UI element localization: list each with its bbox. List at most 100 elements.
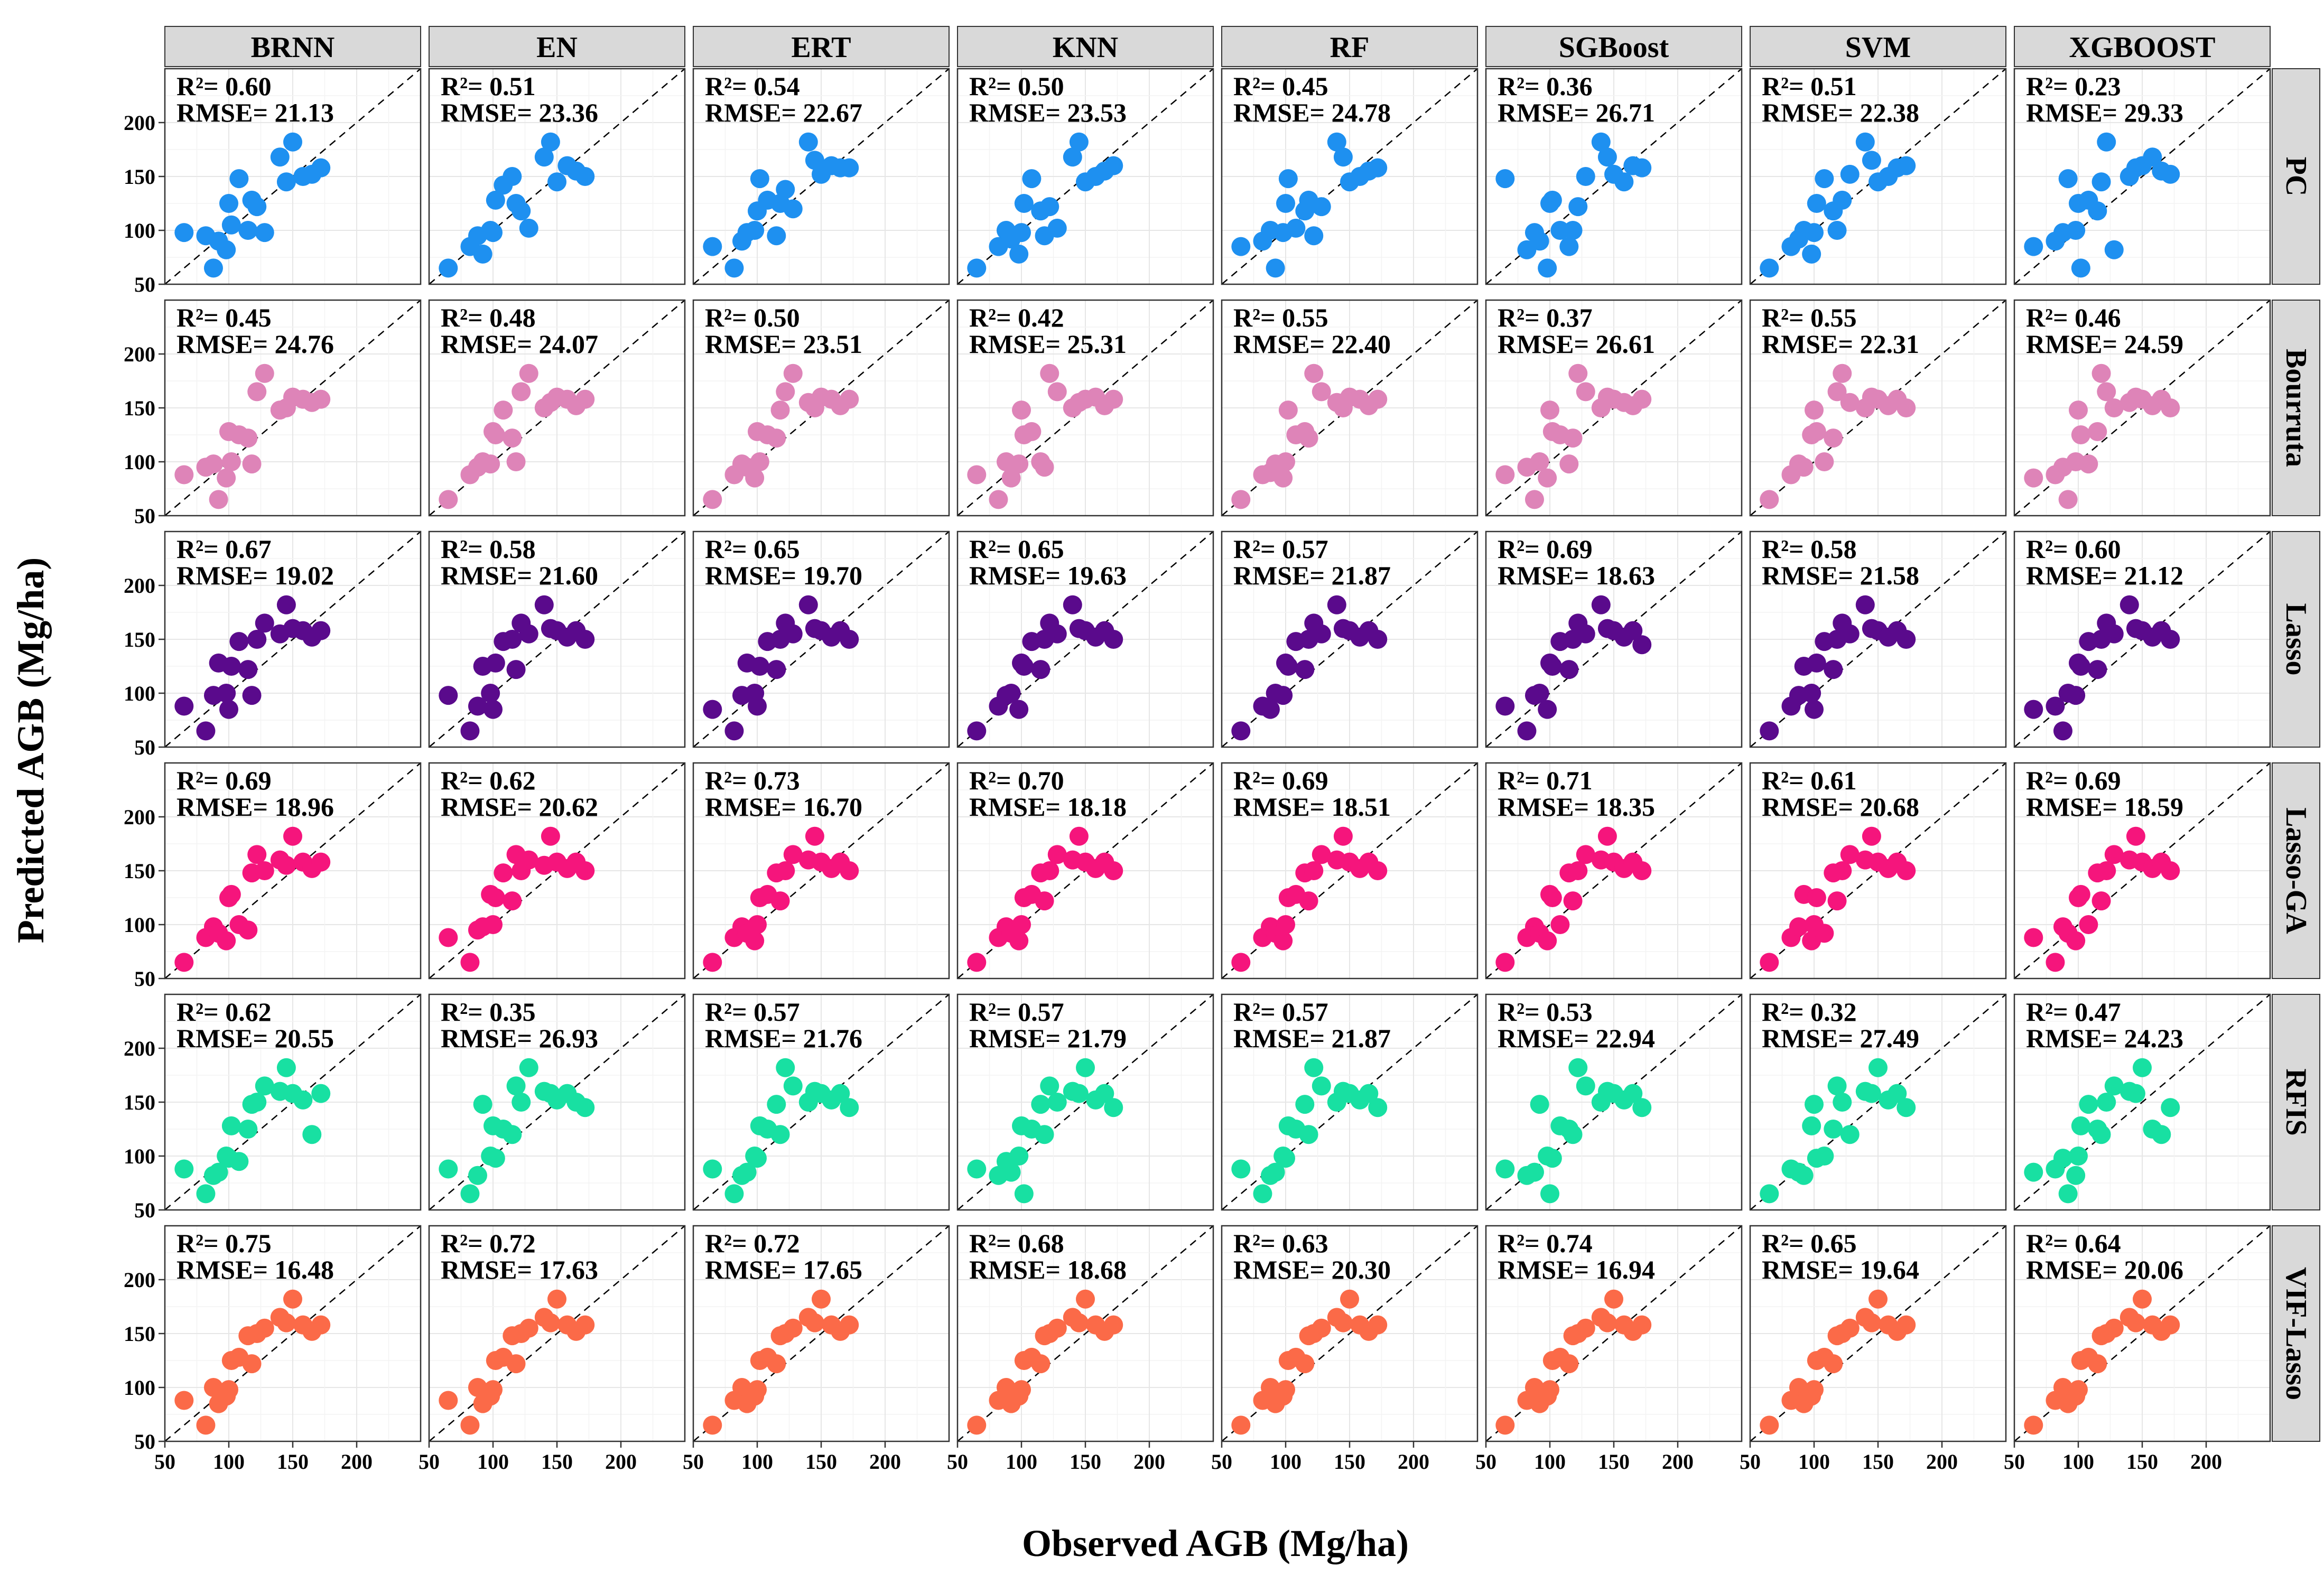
r2-label: R²= 0.57 — [1233, 534, 1328, 564]
x-tick-label: 50 — [419, 1450, 440, 1474]
x-tick-label: 50 — [2004, 1450, 2025, 1474]
data-point — [1632, 1315, 1652, 1335]
y-tick-label: 150 — [124, 1091, 155, 1114]
data-point — [1312, 1318, 1331, 1338]
data-point — [2066, 686, 2086, 705]
data-point — [783, 1076, 803, 1096]
data-point — [503, 1125, 522, 1144]
data-point — [805, 826, 824, 846]
data-point — [547, 172, 566, 192]
panel-border — [428, 68, 686, 285]
data-point — [989, 490, 1008, 509]
data-point — [506, 660, 526, 679]
data-point — [770, 891, 790, 911]
r2-label: R²= 0.46 — [2026, 303, 2121, 332]
data-point — [2071, 884, 2090, 904]
data-point — [1563, 221, 1583, 240]
rmse-label: RMSE= 18.96 — [176, 792, 334, 822]
r2-label: R²= 0.55 — [1762, 303, 1857, 332]
data-point — [1576, 624, 1595, 644]
data-point — [2046, 953, 2065, 972]
data-point — [776, 1058, 795, 1077]
data-point — [745, 468, 765, 488]
rmse-label: RMSE= 24.23 — [2026, 1023, 2183, 1053]
rmse-label: RMSE= 20.55 — [176, 1023, 334, 1053]
facet-strip-column — [1485, 26, 1742, 67]
facet-strip-column — [2014, 26, 2271, 67]
data-point — [967, 1159, 987, 1179]
data-point — [1014, 657, 1034, 676]
data-point — [1897, 861, 1916, 880]
rmse-label: RMSE= 20.68 — [1762, 792, 1919, 822]
panel-border — [1749, 993, 2007, 1211]
rmse-label: RMSE= 24.78 — [1233, 98, 1391, 127]
data-point — [767, 428, 786, 448]
data-point — [1538, 700, 1557, 719]
rmse-label: RMSE= 21.87 — [1233, 1023, 1391, 1053]
data-point — [238, 660, 258, 679]
data-point — [1760, 1184, 1779, 1204]
x-tick-label: 100 — [1270, 1450, 1302, 1474]
data-point — [481, 684, 500, 703]
r2-label: R²= 0.72 — [705, 1228, 800, 1258]
data-point — [1276, 915, 1295, 934]
data-point — [1312, 624, 1331, 644]
data-point — [484, 915, 503, 934]
data-point — [1063, 147, 1082, 167]
data-point — [2161, 861, 2180, 880]
data-point — [1231, 237, 1251, 256]
data-point — [1001, 684, 1021, 703]
x-tick-label: 200 — [1662, 1450, 1694, 1474]
data-point — [255, 364, 274, 383]
data-point — [2091, 1125, 2111, 1144]
data-point — [1824, 428, 1843, 448]
y-tick-label: 100 — [124, 1144, 155, 1168]
data-point — [1794, 458, 1814, 477]
x-tick-label: 50 — [1740, 1450, 1761, 1474]
data-point — [1524, 490, 1544, 509]
panel-border — [1749, 68, 2007, 285]
data-point — [439, 1391, 458, 1410]
data-point — [221, 884, 241, 904]
data-point — [840, 158, 859, 178]
data-point — [1304, 226, 1324, 246]
r2-label: R²= 0.57 — [705, 997, 800, 1027]
r2-label: R²= 0.57 — [1233, 997, 1328, 1027]
data-point — [1559, 660, 1579, 679]
rmse-label: RMSE= 21.13 — [176, 98, 334, 127]
data-point — [2024, 1415, 2043, 1435]
panel-border — [2013, 993, 2271, 1211]
data-point — [473, 244, 492, 264]
y-tick-label: 150 — [124, 859, 155, 883]
rmse-label: RMSE= 24.07 — [441, 329, 598, 359]
data-point — [703, 953, 722, 972]
data-point — [2024, 928, 2043, 947]
reference-line-1to1 — [429, 1225, 685, 1442]
data-point — [767, 1095, 786, 1114]
data-point — [217, 931, 236, 951]
r2-label: R²= 0.36 — [1498, 71, 1593, 101]
facet-column-label: EN — [536, 31, 578, 64]
data-point — [2133, 1058, 2152, 1077]
y-tick-label: 150 — [124, 396, 155, 420]
data-point — [783, 1318, 803, 1338]
data-point — [503, 891, 522, 911]
data-point — [196, 1184, 216, 1204]
data-point — [2091, 891, 2111, 911]
data-point — [1888, 1084, 1907, 1103]
data-point — [840, 861, 859, 880]
panel-border — [956, 762, 1214, 980]
data-point — [1040, 197, 1059, 217]
rmse-label: RMSE= 22.94 — [1498, 1023, 1655, 1053]
data-point — [512, 201, 531, 221]
data-point — [2069, 1147, 2088, 1166]
x-tick-label: 100 — [213, 1450, 245, 1474]
data-point — [724, 1184, 744, 1204]
x-tick-label: 200 — [1926, 1450, 1958, 1474]
r2-label: R²= 0.73 — [705, 766, 800, 795]
data-point — [439, 258, 458, 278]
data-point — [460, 953, 480, 972]
data-point — [1012, 915, 1031, 934]
